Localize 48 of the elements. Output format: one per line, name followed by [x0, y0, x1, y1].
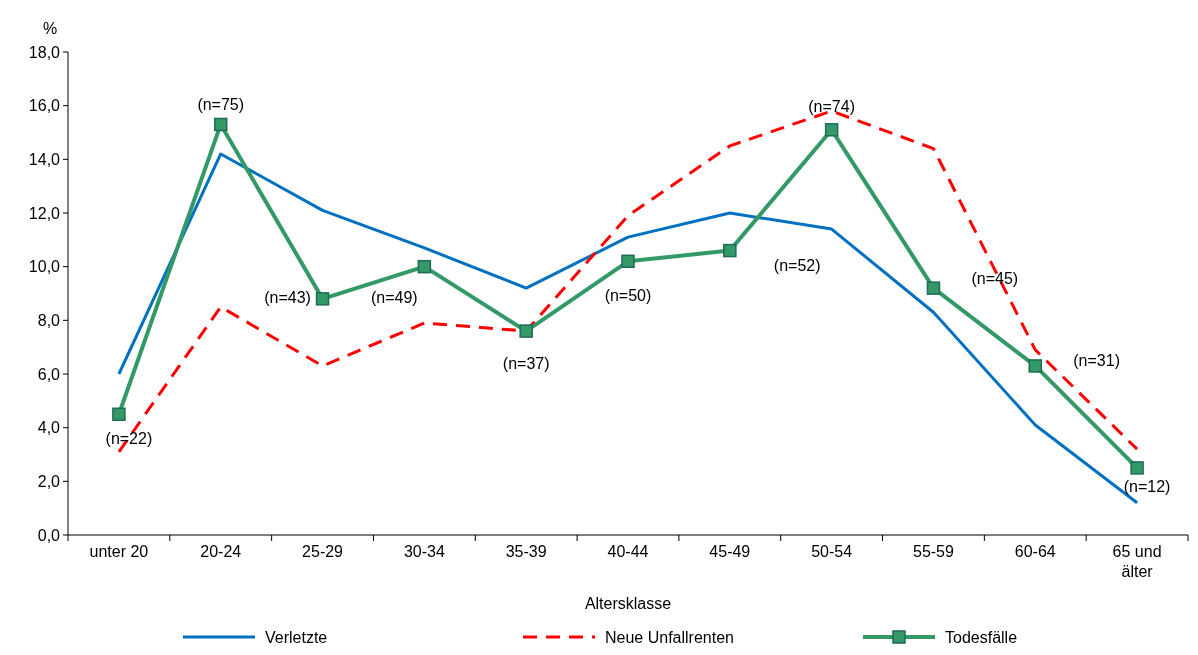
annotation: (n=49): [371, 288, 418, 306]
x-tick-label: unter 20: [89, 543, 149, 560]
y-tick-label: 8,0: [37, 311, 61, 329]
point: [417, 259, 432, 274]
x-tick-label: 50-54: [811, 543, 853, 560]
x-tick-label: 60-64: [1014, 543, 1056, 560]
annotation: (n=43): [264, 288, 311, 306]
point: [824, 123, 839, 137]
point: [926, 281, 941, 295]
x-tick-label: 35-39: [505, 543, 547, 560]
x-tick-label: 40-44: [607, 543, 649, 560]
legend-label: Todesfälle: [945, 628, 1018, 646]
y-tick-label: 2,0: [37, 472, 61, 490]
y-tick-label: 6,0: [37, 365, 61, 383]
legend-label: Neue Unfallrenten: [605, 628, 734, 646]
x-tick-label: 45-49: [709, 543, 751, 560]
annotation: (n=31): [1073, 351, 1120, 369]
point: [519, 324, 533, 338]
point: [315, 292, 330, 306]
y-tick-label: 10,0: [28, 258, 61, 276]
annotation: (n=50): [604, 287, 652, 305]
point: [723, 243, 737, 258]
point: [621, 254, 635, 269]
annotation: (n=75): [197, 96, 245, 114]
y-tick-label: 4,0: [37, 419, 61, 437]
y-tick-label: 0,0: [37, 526, 61, 544]
annotation: (n=12): [1123, 477, 1171, 495]
x-tick-label: 20-24: [200, 543, 242, 560]
y-tick-label: 18,0: [28, 43, 61, 61]
annotation: (n=22): [105, 430, 153, 448]
x-tick-label: 30-34: [403, 543, 445, 560]
legend-label: Verletzte: [265, 628, 328, 646]
annotation: (n=74): [808, 97, 855, 115]
y-tick-label: 14,0: [28, 150, 61, 168]
x-tick-label: 65 und älter: [1112, 543, 1162, 580]
x-tick-label: 25-29: [302, 543, 344, 560]
point: [112, 407, 126, 421]
x-axis-title: Altersklasse: [584, 595, 672, 612]
x-tick-label: 55-59: [912, 543, 955, 560]
y-tick-label: 12,0: [28, 204, 61, 222]
annotation: (n=52): [773, 256, 821, 274]
point: [213, 117, 228, 132]
point: [1130, 461, 1144, 475]
annotation: (n=45): [971, 270, 1019, 288]
y-tick-label: 16,0: [28, 97, 61, 115]
y-axis-title: %: [42, 20, 58, 37]
annotation: (n=37): [502, 355, 550, 373]
point: [1028, 359, 1043, 373]
